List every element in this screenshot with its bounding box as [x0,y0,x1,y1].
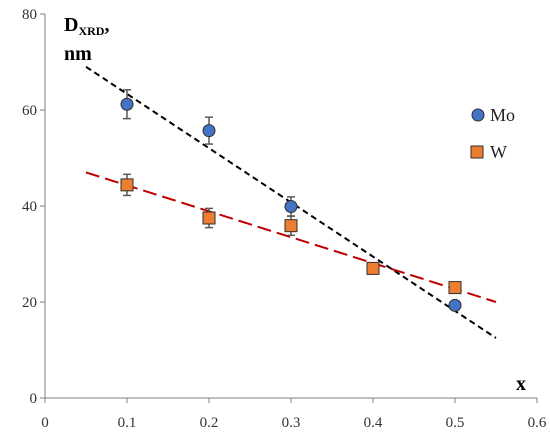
legend-marker-w [470,145,484,159]
data-point-mo [284,199,298,213]
data-point-mo [202,124,216,138]
axes: 0 0.1 0.2 0.3 0.4 0.5 0.6 0 20 40 60 80 [22,7,547,431]
x-tick-label: 0.1 [118,415,137,431]
legend-label-mo: Mo [490,105,515,125]
x-tick-label: 0.6 [528,415,547,431]
data-point-mo [120,97,134,111]
y-axis-title: DXRD, [64,14,109,38]
data-point-mo [448,298,462,312]
x-ticks: 0 0.1 0.2 0.3 0.4 0.5 0.6 [41,398,547,431]
y-axis-unit: nm [64,43,92,65]
data-point-w [202,211,216,225]
data-point-w [448,281,462,295]
y-tick-label: 20 [22,295,37,311]
legend-label-w: W [490,142,507,162]
y-axis-title-sub: XRD [78,24,104,38]
x-axis-title: x [516,373,526,395]
y-axis-title-main: D [64,14,78,36]
y-tick-label: 80 [22,7,37,23]
y-ticks: 0 20 40 60 80 [22,7,45,407]
x-tick-label: 0 [41,415,49,431]
data-points [120,97,462,312]
data-point-w [366,261,380,275]
x-tick-label: 0.2 [200,415,219,431]
legend: Mo W [470,105,515,162]
legend-marker-mo [471,108,485,122]
data-point-w [120,178,134,192]
y-tick-label: 40 [22,199,37,215]
trendline-w [85,171,497,303]
x-tick-label: 0.4 [364,415,383,431]
x-tick-label: 0.5 [446,415,465,431]
data-point-w [284,219,298,233]
y-tick-label: 0 [30,391,38,407]
x-tick-label: 0.3 [282,415,301,431]
y-tick-label: 60 [22,103,37,119]
y-axis-title-suffix: , [104,14,109,36]
